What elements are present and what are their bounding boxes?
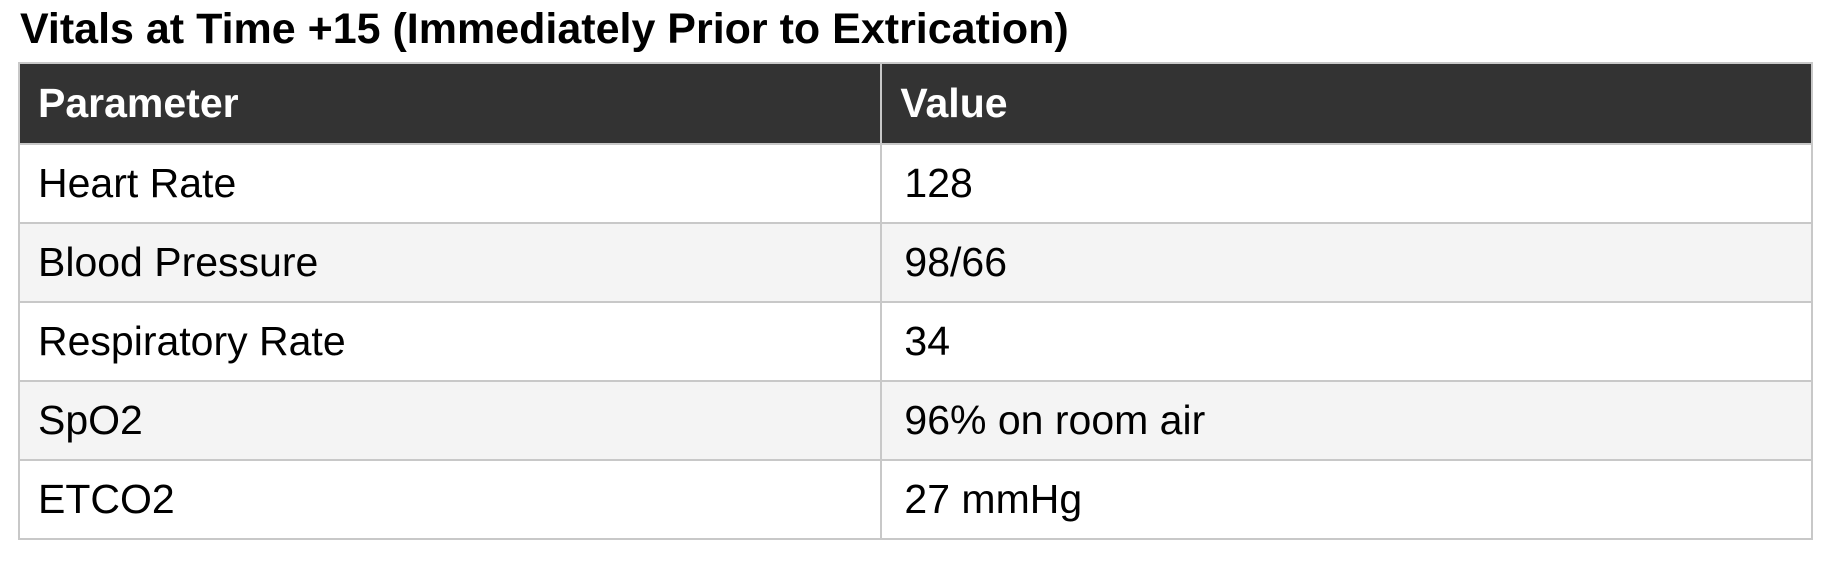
header-row: Parameter Value: [17, 62, 1813, 145]
value-cell: 96% on room air: [880, 380, 1813, 461]
value-cell: 98/66: [880, 222, 1813, 303]
vitals-table: Parameter Value Heart Rate 128 Blood Pre…: [17, 62, 1813, 540]
page-title: Vitals at Time +15 (Immediately Prior to…: [20, 5, 1069, 53]
table-row-etco2: ETCO2 27 mmHg: [17, 459, 1813, 540]
parameter-cell: Blood Pressure: [17, 222, 883, 303]
value-cell: 128: [880, 143, 1813, 224]
column-header-value: Value: [880, 62, 1813, 145]
value-cell: 34: [880, 301, 1813, 382]
value-cell: 27 mmHg: [880, 459, 1813, 540]
parameter-cell: Heart Rate: [17, 143, 883, 224]
parameter-cell: Respiratory Rate: [17, 301, 883, 382]
table-row-heart-rate: Heart Rate 128: [17, 143, 1813, 224]
table-row-blood-pressure: Blood Pressure 98/66: [17, 222, 1813, 303]
column-header-parameter: Parameter: [17, 62, 883, 145]
table-row-spo2: SpO2 96% on room air: [17, 380, 1813, 461]
table-row-respiratory-rate: Respiratory Rate 34: [17, 301, 1813, 382]
parameter-cell: ETCO2: [17, 459, 883, 540]
parameter-cell: SpO2: [17, 380, 883, 461]
